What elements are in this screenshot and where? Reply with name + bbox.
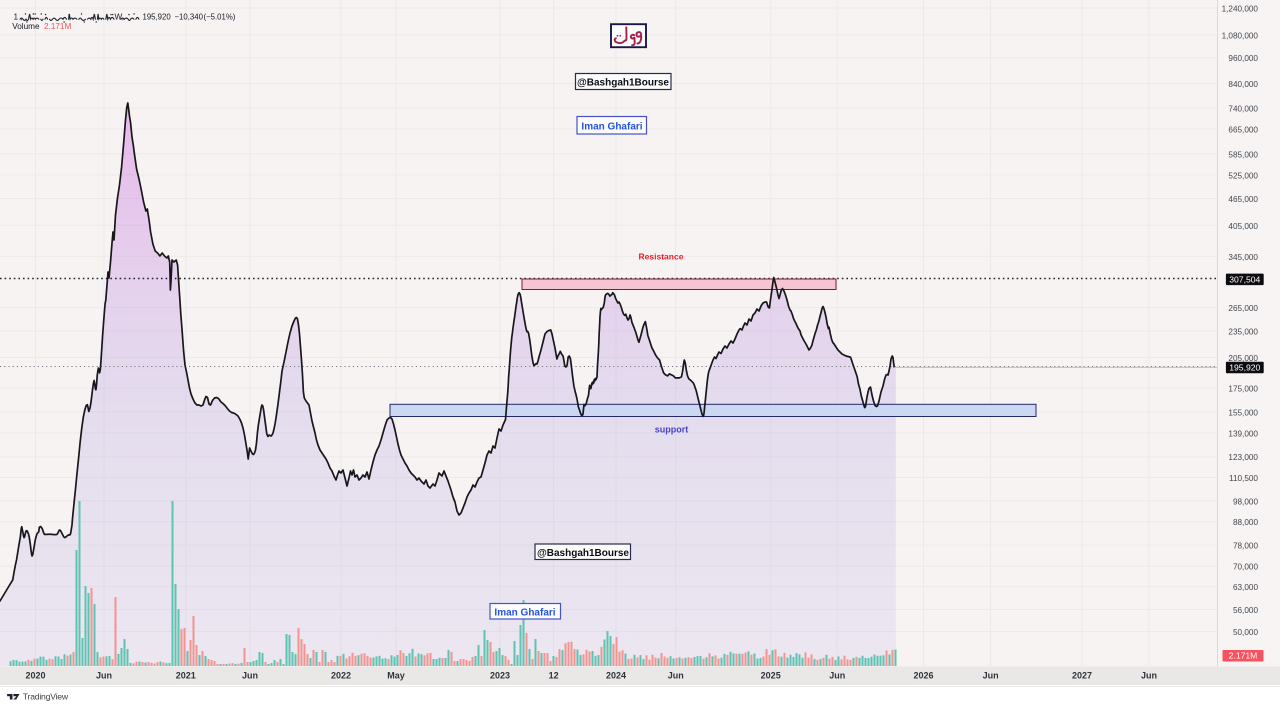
svg-text:2024: 2024 — [606, 670, 626, 680]
svg-text:W,: W, — [115, 13, 125, 22]
svg-text:139,000: 139,000 — [1228, 429, 1258, 438]
svg-text:TradingView: TradingView — [23, 692, 69, 702]
svg-text:2022: 2022 — [331, 670, 351, 680]
svg-text:1,240,000: 1,240,000 — [1222, 5, 1259, 14]
svg-text:56,000: 56,000 — [1233, 606, 1258, 615]
svg-text:2023: 2023 — [490, 670, 510, 680]
svg-text:Jun: Jun — [242, 670, 258, 680]
svg-text:50,000: 50,000 — [1233, 628, 1258, 637]
svg-text:345,000: 345,000 — [1228, 253, 1258, 262]
svg-text:2021: 2021 — [176, 670, 196, 680]
svg-text:2026: 2026 — [913, 670, 933, 680]
svg-text:740,000: 740,000 — [1228, 105, 1258, 114]
svg-text:265,000: 265,000 — [1228, 304, 1258, 313]
svg-text:98,000: 98,000 — [1233, 497, 1258, 506]
svg-text:(−5.01%): (−5.01%) — [204, 13, 236, 22]
svg-text:@Bashgah1Bourse: @Bashgah1Bourse — [537, 548, 629, 559]
svg-text:70,000: 70,000 — [1233, 563, 1258, 572]
svg-text:465,000: 465,000 — [1228, 195, 1258, 204]
svg-text:155,000: 155,000 — [1228, 408, 1258, 417]
svg-text:Jun: Jun — [829, 670, 845, 680]
svg-text:840,000: 840,000 — [1228, 80, 1258, 89]
svg-text:525,000: 525,000 — [1228, 171, 1258, 180]
svg-text:Jun: Jun — [668, 670, 684, 680]
svg-text:2027: 2027 — [1072, 670, 1092, 680]
svg-text:175,000: 175,000 — [1228, 385, 1258, 394]
svg-text:110,500: 110,500 — [1229, 474, 1258, 483]
svg-text:Iman Ghafari: Iman Ghafari — [581, 122, 642, 133]
svg-text:195,920: 195,920 — [143, 13, 172, 22]
svg-text:2020: 2020 — [25, 670, 45, 680]
svg-text:205,000: 205,000 — [1228, 354, 1258, 363]
svg-text:585,000: 585,000 — [1228, 150, 1258, 159]
svg-text:May: May — [387, 670, 405, 680]
svg-text:12: 12 — [549, 670, 559, 680]
svg-text:195,920: 195,920 — [1229, 363, 1260, 373]
svg-text:1,080,000: 1,080,000 — [1222, 31, 1259, 40]
svg-text:78,000: 78,000 — [1233, 542, 1258, 551]
svg-text:960,000: 960,000 — [1228, 54, 1258, 63]
svg-text:Iman Ghafari: Iman Ghafari — [494, 608, 555, 619]
svg-text:123,000: 123,000 — [1228, 453, 1258, 462]
svg-text:Resistance: Resistance — [639, 252, 684, 262]
svg-text:307,504: 307,504 — [1229, 274, 1260, 284]
svg-text:Volume: Volume — [12, 22, 40, 31]
svg-text:support: support — [655, 425, 689, 435]
svg-text:1 ,: 1 , — [14, 13, 23, 22]
svg-text:−10,340: −10,340 — [175, 13, 204, 22]
svg-text:88,000: 88,000 — [1233, 518, 1258, 527]
svg-text:Jun: Jun — [96, 670, 112, 680]
svg-text:Jun: Jun — [1141, 670, 1157, 680]
svg-text:2.171M: 2.171M — [44, 22, 71, 31]
svg-text:2.171M: 2.171M — [1229, 651, 1258, 661]
svg-text:2025: 2025 — [761, 670, 781, 680]
svg-text:@Bashgah1Bourse: @Bashgah1Bourse — [577, 78, 669, 89]
svg-text:63,000: 63,000 — [1233, 583, 1258, 592]
svg-text:665,000: 665,000 — [1228, 126, 1258, 135]
svg-text:Jun: Jun — [983, 670, 999, 680]
svg-text:405,000: 405,000 — [1228, 222, 1258, 231]
svg-text:235,000: 235,000 — [1228, 328, 1258, 337]
